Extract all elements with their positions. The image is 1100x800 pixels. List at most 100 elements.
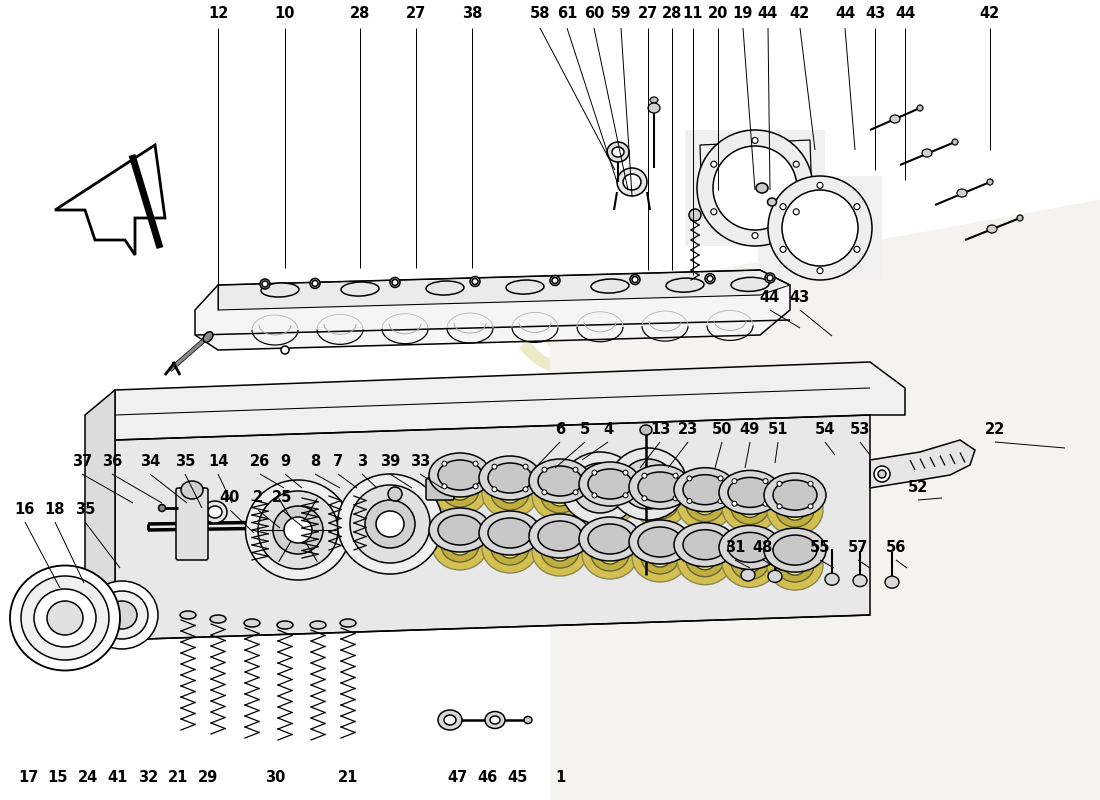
- Ellipse shape: [552, 278, 558, 283]
- Polygon shape: [550, 200, 1100, 800]
- Ellipse shape: [10, 566, 120, 670]
- Ellipse shape: [492, 464, 497, 469]
- Ellipse shape: [441, 473, 478, 507]
- Ellipse shape: [666, 278, 704, 292]
- Text: 41: 41: [108, 770, 129, 786]
- Ellipse shape: [542, 490, 547, 495]
- Ellipse shape: [310, 621, 326, 629]
- Ellipse shape: [429, 508, 491, 552]
- Ellipse shape: [473, 484, 478, 489]
- Ellipse shape: [629, 520, 691, 564]
- Ellipse shape: [711, 162, 717, 167]
- Ellipse shape: [442, 461, 447, 466]
- Ellipse shape: [952, 139, 958, 145]
- Ellipse shape: [741, 569, 755, 581]
- Ellipse shape: [365, 500, 415, 548]
- Ellipse shape: [711, 209, 717, 214]
- Ellipse shape: [244, 619, 260, 627]
- Ellipse shape: [107, 601, 138, 629]
- Ellipse shape: [491, 531, 529, 565]
- Ellipse shape: [987, 179, 993, 185]
- Ellipse shape: [767, 540, 823, 590]
- Ellipse shape: [261, 283, 299, 297]
- Ellipse shape: [96, 591, 148, 639]
- Ellipse shape: [478, 511, 541, 555]
- Ellipse shape: [621, 459, 675, 509]
- Text: 21: 21: [338, 770, 359, 786]
- Ellipse shape: [524, 464, 528, 469]
- Ellipse shape: [260, 279, 270, 289]
- Text: 42: 42: [790, 6, 810, 22]
- Ellipse shape: [632, 532, 688, 582]
- Ellipse shape: [607, 142, 629, 162]
- Text: 34: 34: [140, 454, 161, 470]
- Ellipse shape: [722, 538, 778, 587]
- FancyBboxPatch shape: [176, 488, 208, 560]
- Ellipse shape: [542, 467, 547, 472]
- Ellipse shape: [694, 494, 716, 514]
- Ellipse shape: [441, 528, 478, 562]
- Text: 47: 47: [448, 770, 469, 786]
- Ellipse shape: [713, 146, 798, 230]
- Ellipse shape: [773, 480, 817, 510]
- Text: 51: 51: [768, 422, 789, 438]
- Ellipse shape: [280, 346, 289, 354]
- Ellipse shape: [390, 278, 400, 287]
- Ellipse shape: [777, 504, 782, 509]
- Ellipse shape: [739, 498, 761, 518]
- Text: 55: 55: [810, 541, 830, 555]
- Polygon shape: [85, 390, 116, 640]
- Ellipse shape: [388, 487, 401, 501]
- Ellipse shape: [444, 715, 456, 725]
- Ellipse shape: [538, 521, 582, 551]
- Ellipse shape: [825, 573, 839, 586]
- Text: 57: 57: [848, 541, 868, 555]
- Ellipse shape: [426, 281, 464, 295]
- Ellipse shape: [550, 275, 560, 286]
- Ellipse shape: [492, 487, 497, 492]
- Ellipse shape: [592, 470, 597, 475]
- Ellipse shape: [676, 480, 733, 530]
- Ellipse shape: [764, 273, 776, 283]
- Ellipse shape: [768, 570, 782, 582]
- Ellipse shape: [579, 462, 641, 506]
- Ellipse shape: [854, 204, 860, 210]
- Ellipse shape: [310, 278, 320, 288]
- Ellipse shape: [768, 198, 777, 206]
- Ellipse shape: [782, 190, 858, 266]
- Ellipse shape: [1018, 215, 1023, 221]
- Ellipse shape: [674, 522, 736, 566]
- Ellipse shape: [732, 278, 769, 291]
- Ellipse shape: [438, 460, 482, 490]
- Text: since 1985: since 1985: [504, 286, 1056, 714]
- Text: 23: 23: [678, 422, 698, 438]
- Ellipse shape: [764, 528, 826, 572]
- Ellipse shape: [683, 474, 727, 505]
- Text: 38: 38: [462, 6, 482, 22]
- Text: 33: 33: [410, 454, 430, 470]
- Ellipse shape: [683, 530, 727, 560]
- Ellipse shape: [438, 515, 482, 545]
- Ellipse shape: [506, 280, 544, 294]
- Ellipse shape: [784, 500, 806, 520]
- Ellipse shape: [204, 332, 213, 342]
- Text: 43: 43: [865, 6, 886, 22]
- Ellipse shape: [582, 474, 638, 524]
- Ellipse shape: [617, 168, 647, 196]
- Polygon shape: [685, 130, 825, 246]
- Ellipse shape: [686, 476, 692, 481]
- Text: 10: 10: [275, 6, 295, 22]
- Text: 60: 60: [584, 6, 604, 22]
- Text: 35: 35: [175, 454, 195, 470]
- Text: 13: 13: [650, 422, 670, 438]
- Text: 54: 54: [815, 422, 835, 438]
- Ellipse shape: [609, 448, 688, 520]
- Ellipse shape: [491, 476, 529, 510]
- Text: 29: 29: [198, 770, 218, 786]
- Ellipse shape: [180, 611, 196, 619]
- Ellipse shape: [767, 275, 773, 281]
- Text: 21: 21: [168, 770, 188, 786]
- Ellipse shape: [277, 621, 293, 629]
- Ellipse shape: [632, 469, 664, 499]
- Text: 28: 28: [662, 6, 682, 22]
